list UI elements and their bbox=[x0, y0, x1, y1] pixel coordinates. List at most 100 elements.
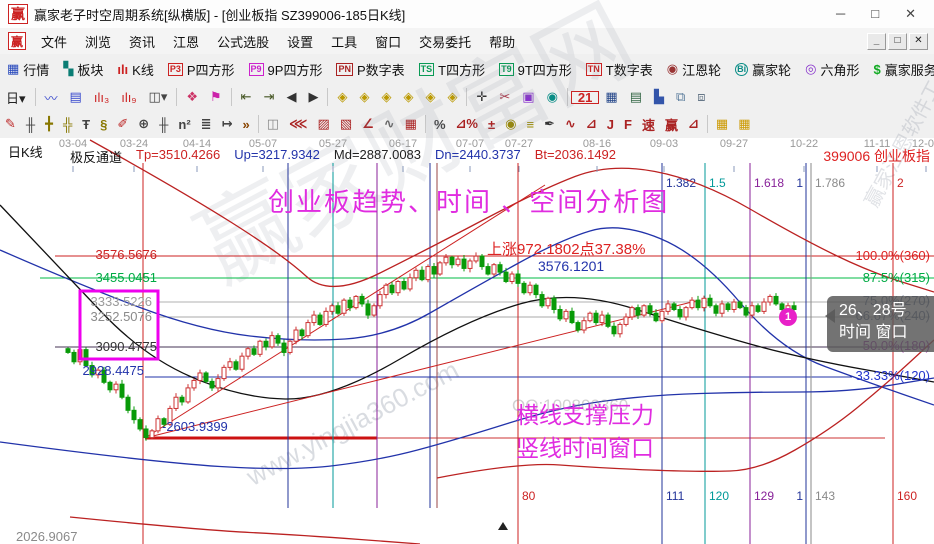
tool-icon[interactable]: ◈ bbox=[447, 89, 458, 104]
tool-icon[interactable]: ⊿% bbox=[455, 116, 478, 131]
tool-icon[interactable]: ▙ bbox=[653, 89, 664, 104]
tool-icon[interactable]: ◈ bbox=[425, 89, 436, 104]
tool-icon[interactable]: ▦ bbox=[738, 116, 751, 131]
tool-icon[interactable]: ⇤ bbox=[240, 89, 252, 104]
toolbar-button[interactable]: PN P数字表 bbox=[329, 60, 411, 79]
menu-item[interactable]: 窗口 bbox=[375, 34, 402, 50]
tool-icon[interactable]: ⇥ bbox=[263, 89, 275, 104]
tool-icon[interactable]: ılı₃ bbox=[93, 89, 110, 105]
menu-item[interactable]: 设置 bbox=[287, 34, 314, 50]
toolbar-button[interactable]: TS T四方形 bbox=[412, 60, 492, 79]
tool-icon[interactable]: ▣ bbox=[522, 89, 535, 104]
time-window-badge[interactable]: 1 bbox=[779, 308, 797, 326]
tool-icon[interactable]: ↦ bbox=[221, 116, 233, 131]
tool-icon[interactable]: ≡ bbox=[526, 116, 535, 132]
tool-icon[interactable]: ▦ bbox=[605, 89, 618, 104]
tool-icon[interactable]: ◈ bbox=[359, 89, 370, 104]
tool-icon[interactable]: ◈ bbox=[381, 89, 392, 104]
tool-icon[interactable]: 赢 bbox=[664, 117, 678, 133]
tool-icon[interactable]: F bbox=[624, 116, 632, 132]
tool-icon[interactable]: ◫▾ bbox=[148, 89, 168, 104]
toolbar-button[interactable]: T9 9T四方形 bbox=[492, 60, 579, 79]
tool-icon[interactable]: ▤ bbox=[629, 89, 642, 104]
toolbar-button[interactable]: ◉ 江恩轮 bbox=[660, 60, 728, 79]
tool-icon[interactable]: Ŧ bbox=[82, 116, 91, 132]
tool-icon[interactable]: ⧈ bbox=[697, 89, 706, 104]
maximize-button[interactable]: □ bbox=[871, 6, 880, 21]
tool-icon[interactable]: 21 bbox=[570, 90, 600, 104]
close-button[interactable]: ✕ bbox=[905, 6, 916, 21]
tool-icon[interactable]: ∿ bbox=[383, 116, 395, 131]
tool-icon[interactable]: ± bbox=[487, 116, 496, 132]
toolbar-button[interactable]: P9 9P四方形 bbox=[242, 60, 330, 79]
menu-item[interactable]: 江恩 bbox=[173, 34, 200, 50]
tool-icon[interactable]: ılı₉ bbox=[121, 89, 137, 105]
tool-icon[interactable]: ⊿ bbox=[585, 116, 597, 131]
toolbar-button[interactable]: ◎ 六角形 bbox=[798, 60, 866, 79]
mdi-close-button[interactable]: ✕ bbox=[909, 32, 928, 50]
menu-item[interactable]: 文件 bbox=[41, 34, 68, 50]
tool-icon[interactable]: 速 bbox=[641, 117, 655, 133]
toolbar-button[interactable]: TN T数字表 bbox=[579, 60, 660, 79]
tool-icon[interactable]: ✛ bbox=[476, 89, 488, 104]
mdi-restore-button[interactable]: □ bbox=[888, 32, 907, 50]
tool-icon[interactable]: % bbox=[433, 116, 446, 132]
menu-item[interactable]: 公式选股 bbox=[217, 34, 270, 50]
tool-icon[interactable]: ≣ bbox=[200, 116, 212, 131]
tool-icon[interactable]: ⚑ bbox=[210, 89, 222, 104]
toolbar-button[interactable]: ▚ 板块 bbox=[56, 60, 110, 79]
menu-item[interactable]: 帮助 bbox=[489, 34, 516, 50]
tool-icon[interactable]: 日▾ bbox=[6, 90, 26, 106]
toolbar-button[interactable]: P3 P四方形 bbox=[161, 60, 242, 79]
toolbar-button-label: 行情 bbox=[23, 62, 50, 78]
tool-icon[interactable]: ◈ bbox=[403, 89, 414, 104]
toolbar-button-label: 9T四方形 bbox=[517, 62, 572, 78]
toolbar-button[interactable]: ılı K线 bbox=[110, 60, 161, 79]
tool-icon[interactable]: ❖ bbox=[186, 89, 198, 104]
tool-icon[interactable]: ✂ bbox=[499, 89, 511, 104]
tool-icon[interactable]: ╫ bbox=[25, 116, 36, 132]
tool-icon[interactable]: ∠ bbox=[362, 116, 374, 131]
tool-icon[interactable]: ◉ bbox=[546, 89, 558, 104]
toolbar-separator bbox=[230, 88, 232, 106]
tool-icon[interactable]: J bbox=[606, 116, 615, 132]
tool-icon[interactable]: § bbox=[100, 116, 108, 132]
tool-icon[interactable]: 〰 bbox=[44, 90, 58, 106]
tool-icon[interactable]: ⋘ bbox=[289, 116, 308, 131]
toolbar-button[interactable]: ▦ 行情 bbox=[0, 60, 56, 79]
tool-icon[interactable]: ▨ bbox=[317, 116, 330, 131]
chart-text-label: 06-17 bbox=[389, 138, 417, 150]
tool-icon[interactable]: ◈ bbox=[337, 89, 348, 104]
tool-icon[interactable]: ⧉ bbox=[675, 89, 686, 104]
tool-icon[interactable]: ⊿ bbox=[688, 116, 699, 131]
menu-item[interactable]: 资讯 bbox=[129, 34, 156, 50]
toolbar-button[interactable]: Bi 赢家轮 bbox=[728, 60, 798, 79]
tool-icon[interactable]: n² bbox=[178, 116, 191, 132]
tool-icon[interactable]: » bbox=[242, 116, 250, 132]
toolbar-button[interactable]: $ 赢家服务 bbox=[866, 60, 934, 79]
tool-icon[interactable]: ▧ bbox=[339, 116, 353, 131]
tool-icon[interactable]: ╬ bbox=[62, 116, 73, 132]
tool-icon[interactable]: ▦ bbox=[715, 116, 729, 131]
tool-icon[interactable]: ◫ bbox=[266, 116, 280, 131]
menu-item[interactable]: 交易委托 bbox=[419, 34, 472, 50]
minimize-button[interactable]: ─ bbox=[836, 6, 846, 21]
tool-icon[interactable]: ⊕ bbox=[138, 116, 150, 131]
tool-icon[interactable]: ▤ bbox=[69, 89, 82, 104]
tool-icon[interactable]: ✐ bbox=[117, 116, 129, 131]
menu-item[interactable]: 工具 bbox=[331, 34, 358, 50]
tool-icon[interactable]: ∿ bbox=[564, 116, 576, 131]
tool-icon[interactable]: ◀ bbox=[286, 89, 297, 104]
menu-item[interactable]: 浏览 bbox=[85, 34, 112, 50]
tool-icon[interactable]: ▦ bbox=[404, 116, 417, 131]
tool-icon[interactable]: ╫ bbox=[159, 116, 169, 132]
chart-canvas[interactable]: 80 1.382 111 1.5 120 1.618 129 1 1 1.786 143 2 160 03… bbox=[0, 138, 934, 544]
tool-icon[interactable]: ◉ bbox=[505, 116, 517, 131]
tool-icon[interactable]: ▶ bbox=[308, 89, 319, 104]
tool-icon[interactable]: ✎ bbox=[5, 116, 16, 131]
mdi-minimize-button[interactable]: _ bbox=[867, 32, 886, 50]
app-logo-icon: 赢 bbox=[8, 4, 28, 24]
tool-icon[interactable]: ╋ bbox=[45, 116, 53, 131]
tool-icon[interactable]: ✒ bbox=[544, 116, 555, 131]
